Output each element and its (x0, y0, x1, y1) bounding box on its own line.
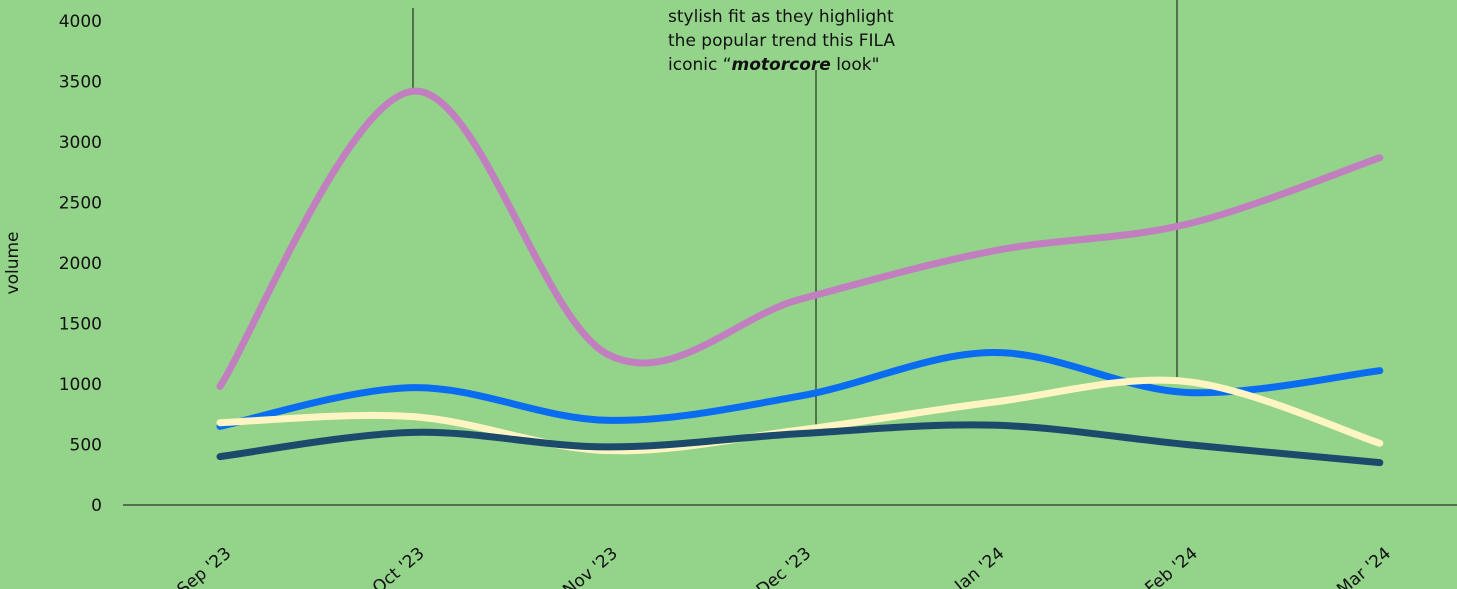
annotation-text: the popular trend this FILA (668, 31, 895, 51)
annotation-part: iconic “ (668, 55, 732, 75)
y-tick-label: 4000 (59, 12, 102, 32)
series-line (216, 421, 1384, 467)
series-line (216, 349, 1384, 430)
series-line (216, 87, 1384, 390)
series-line (216, 376, 1384, 455)
annotation-part: look" (831, 55, 880, 75)
y-tick-label: 1500 (59, 315, 102, 335)
y-tick-label: 1000 (59, 375, 102, 395)
y-axis-label: volume (3, 232, 23, 295)
y-tick-label: 0 (91, 496, 102, 516)
annotation-part: motorcore (732, 55, 831, 75)
y-tick-label: 2500 (59, 194, 102, 214)
y-tick-label: 3000 (59, 133, 102, 153)
y-tick-label: 3500 (59, 73, 102, 93)
y-tick-label: 500 (70, 436, 102, 456)
annotation-text: stylish fit as they highlight (668, 7, 894, 27)
y-tick-label: 2000 (59, 254, 102, 274)
annotation-text: iconic “motorcore look" (668, 55, 879, 75)
